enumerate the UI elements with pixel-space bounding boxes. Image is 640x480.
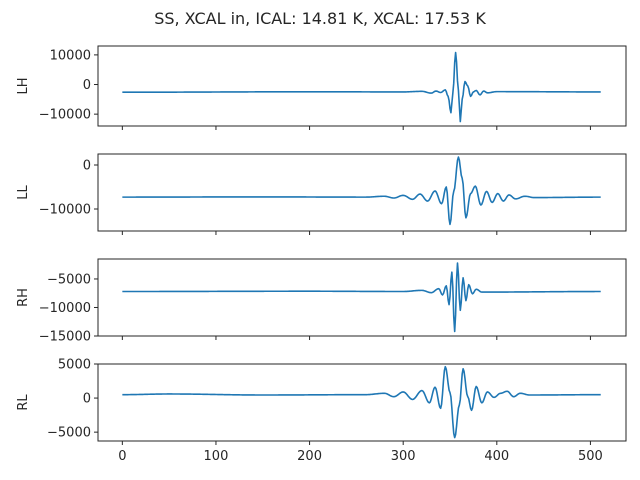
y-tick-label: −10000 — [39, 203, 91, 218]
axes-frame — [97, 363, 627, 442]
series-line-lh — [122, 51, 601, 123]
x-tick-label: 100 — [204, 449, 229, 464]
y-tick-label: 0 — [83, 159, 91, 174]
panel-rl: 5000 0 −5000 0 100 200 300 400 500 RL — [16, 358, 627, 464]
y-axis-label: LH — [16, 77, 31, 94]
axes-frame — [97, 153, 627, 232]
y-tick-label: 0 — [83, 392, 91, 407]
y-tick-label: −15000 — [39, 330, 91, 345]
y-tick-label: −10000 — [39, 108, 91, 123]
axes-frame — [97, 45, 627, 127]
panel-lh: 10000 0 −10000 LH — [16, 45, 627, 130]
chart-title: SS, XCAL in, ICAL: 14.81 K, XCAL: 17.53 … — [154, 9, 486, 28]
y-tick-label: −5000 — [47, 426, 91, 441]
series-line-ll — [122, 156, 601, 226]
panels: 100000−10000LH0−10000LL−5000−10000−15000… — [16, 45, 627, 464]
x-tick-label: 400 — [484, 449, 509, 464]
axes-frame — [97, 258, 627, 337]
x-tick-label: 200 — [297, 449, 322, 464]
y-axis-label: RH — [16, 288, 31, 307]
y-tick-label: 0 — [83, 78, 91, 93]
series-line-rl — [122, 365, 601, 439]
y-tick-label: 5000 — [58, 358, 91, 373]
x-tick-label: 300 — [391, 449, 416, 464]
x-tick-label: 0 — [118, 449, 126, 464]
x-tick-label: 500 — [578, 449, 603, 464]
y-axis-label: LL — [16, 185, 31, 200]
y-tick-label: −5000 — [47, 272, 91, 287]
y-tick-label: 10000 — [50, 48, 91, 63]
panel-rh: −5000 −10000 −15000 RH — [16, 258, 627, 345]
y-tick-label: −10000 — [39, 301, 91, 316]
y-axis-label: RL — [16, 394, 31, 411]
series-line-rh — [122, 262, 601, 333]
panel-ll: 0 −10000 LL — [16, 153, 627, 235]
